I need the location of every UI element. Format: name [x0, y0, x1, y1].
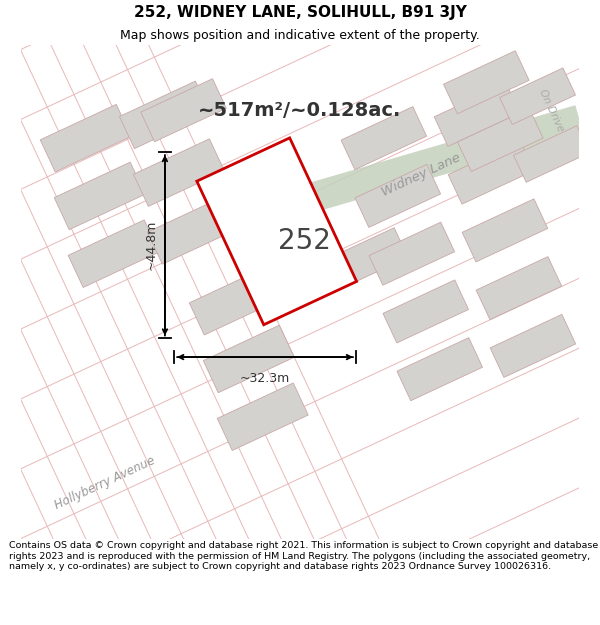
- Polygon shape: [500, 68, 575, 124]
- Polygon shape: [397, 338, 482, 401]
- Polygon shape: [462, 199, 548, 262]
- Text: Widney Lane: Widney Lane: [380, 151, 463, 199]
- Polygon shape: [355, 164, 440, 228]
- Polygon shape: [148, 197, 238, 264]
- Polygon shape: [514, 126, 589, 182]
- Text: Contains OS data © Crown copyright and database right 2021. This information is : Contains OS data © Crown copyright and d…: [9, 541, 598, 571]
- Polygon shape: [341, 107, 427, 169]
- Polygon shape: [443, 51, 529, 114]
- Text: ~44.8m: ~44.8m: [145, 220, 157, 271]
- Polygon shape: [476, 257, 562, 319]
- Polygon shape: [322, 228, 408, 291]
- Polygon shape: [119, 81, 211, 149]
- Polygon shape: [197, 138, 356, 325]
- Polygon shape: [217, 383, 308, 451]
- Text: ~517m²/~0.128ac.: ~517m²/~0.128ac.: [197, 101, 401, 120]
- Text: Hollyberry Avenue: Hollyberry Avenue: [52, 454, 157, 512]
- Polygon shape: [448, 141, 534, 204]
- Polygon shape: [383, 280, 469, 343]
- Polygon shape: [369, 222, 455, 285]
- Polygon shape: [434, 83, 520, 146]
- Polygon shape: [203, 325, 294, 392]
- Polygon shape: [141, 79, 226, 142]
- Polygon shape: [40, 104, 131, 172]
- Text: Map shows position and indicative extent of the property.: Map shows position and indicative extent…: [120, 29, 480, 42]
- Text: ~32.3m: ~32.3m: [240, 372, 290, 385]
- Polygon shape: [190, 268, 280, 335]
- Text: 252, WIDNEY LANE, SOLIHULL, B91 3JY: 252, WIDNEY LANE, SOLIHULL, B91 3JY: [134, 5, 466, 20]
- Text: 252: 252: [278, 227, 331, 254]
- Polygon shape: [490, 314, 575, 378]
- Polygon shape: [458, 109, 543, 171]
- Polygon shape: [54, 162, 145, 229]
- Polygon shape: [68, 220, 159, 288]
- Polygon shape: [133, 139, 224, 206]
- Text: On Drive: On Drive: [538, 88, 566, 133]
- Polygon shape: [240, 105, 584, 232]
